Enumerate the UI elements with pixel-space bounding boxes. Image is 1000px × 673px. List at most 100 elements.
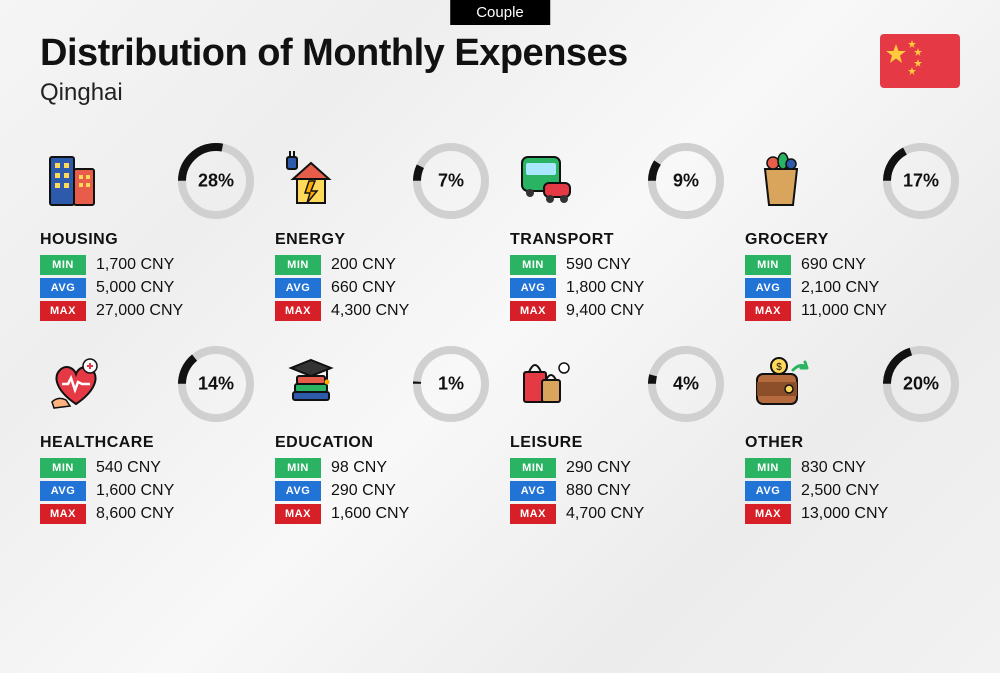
min-badge: MIN — [745, 255, 791, 275]
education-min-row: MIN 98 CNY — [275, 458, 490, 478]
avg-badge: AVG — [40, 481, 86, 501]
healthcare-name: HEALTHCARE — [40, 434, 255, 452]
housing-min-row: MIN 1,700 CNY — [40, 255, 255, 275]
other-name: OTHER — [745, 434, 960, 452]
leisure-max-row: MAX 4,700 CNY — [510, 504, 725, 524]
healthcare-max-row: MAX 8,600 CNY — [40, 504, 255, 524]
grocery-avg-value: 2,100 CNY — [801, 279, 879, 297]
housing-avg-value: 5,000 CNY — [96, 279, 174, 297]
header: Distribution of Monthly Expenses Qinghai — [0, 0, 1000, 117]
category-card-housing: 28% HOUSING MIN 1,700 CNY AVG 5,000 CNY … — [40, 141, 255, 324]
other-percent-donut: 20% — [882, 345, 960, 423]
energy-avg-value: 660 CNY — [331, 279, 396, 297]
transport-avg-value: 1,800 CNY — [566, 279, 644, 297]
max-badge: MAX — [510, 504, 556, 524]
leisure-max-value: 4,700 CNY — [566, 505, 644, 523]
max-badge: MAX — [275, 504, 321, 524]
grocery-avg-row: AVG 2,100 CNY — [745, 278, 960, 298]
housing-icon — [40, 145, 112, 217]
healthcare-min-row: MIN 540 CNY — [40, 458, 255, 478]
min-badge: MIN — [40, 255, 86, 275]
avg-badge: AVG — [745, 481, 791, 501]
category-card-grocery: 17% GROCERY MIN 690 CNY AVG 2,100 CNY MA… — [745, 141, 960, 324]
education-avg-row: AVG 290 CNY — [275, 481, 490, 501]
housing-percent-label: 28% — [198, 171, 234, 192]
transport-icon — [510, 145, 582, 217]
leisure-min-value: 290 CNY — [566, 459, 631, 477]
transport-percent-label: 9% — [673, 171, 699, 192]
education-max-row: MAX 1,600 CNY — [275, 504, 490, 524]
education-percent-label: 1% — [438, 374, 464, 395]
avg-badge: AVG — [40, 278, 86, 298]
grocery-max-row: MAX 11,000 CNY — [745, 301, 960, 321]
housing-max-value: 27,000 CNY — [96, 302, 183, 320]
grocery-name: GROCERY — [745, 231, 960, 249]
leisure-icon — [510, 348, 582, 420]
healthcare-percent-label: 14% — [198, 374, 234, 395]
other-min-value: 830 CNY — [801, 459, 866, 477]
grocery-min-value: 690 CNY — [801, 256, 866, 274]
category-card-healthcare: 14% HEALTHCARE MIN 540 CNY AVG 1,600 CNY… — [40, 344, 255, 527]
other-icon: $ — [745, 348, 817, 420]
category-grid: 28% HOUSING MIN 1,700 CNY AVG 5,000 CNY … — [0, 117, 1000, 527]
avg-badge: AVG — [510, 481, 556, 501]
healthcare-min-value: 540 CNY — [96, 459, 161, 477]
max-badge: MAX — [40, 301, 86, 321]
transport-min-row: MIN 590 CNY — [510, 255, 725, 275]
energy-icon — [275, 145, 347, 217]
grocery-min-row: MIN 690 CNY — [745, 255, 960, 275]
max-badge: MAX — [745, 504, 791, 524]
min-badge: MIN — [510, 458, 556, 478]
energy-percent-donut: 7% — [412, 142, 490, 220]
transport-max-value: 9,400 CNY — [566, 302, 644, 320]
housing-min-value: 1,700 CNY — [96, 256, 174, 274]
avg-badge: AVG — [275, 481, 321, 501]
healthcare-avg-value: 1,600 CNY — [96, 482, 174, 500]
other-min-row: MIN 830 CNY — [745, 458, 960, 478]
flag-icon — [880, 34, 960, 88]
transport-max-row: MAX 9,400 CNY — [510, 301, 725, 321]
energy-avg-row: AVG 660 CNY — [275, 278, 490, 298]
transport-avg-row: AVG 1,800 CNY — [510, 278, 725, 298]
min-badge: MIN — [275, 458, 321, 478]
category-card-energy: 7% ENERGY MIN 200 CNY AVG 660 CNY MAX 4,… — [275, 141, 490, 324]
category-card-education: 1% EDUCATION MIN 98 CNY AVG 290 CNY MAX … — [275, 344, 490, 527]
other-max-value: 13,000 CNY — [801, 505, 888, 523]
min-badge: MIN — [40, 458, 86, 478]
region-subtitle: Qinghai — [40, 79, 960, 107]
avg-badge: AVG — [275, 278, 321, 298]
min-badge: MIN — [510, 255, 556, 275]
housing-avg-row: AVG 5,000 CNY — [40, 278, 255, 298]
grocery-percent-label: 17% — [903, 171, 939, 192]
other-max-row: MAX 13,000 CNY — [745, 504, 960, 524]
category-card-other: $ 20% OTHER MIN 830 CNY AVG 2,500 CNY MA… — [745, 344, 960, 527]
leisure-percent-label: 4% — [673, 374, 699, 395]
other-percent-label: 20% — [903, 374, 939, 395]
avg-badge: AVG — [510, 278, 556, 298]
healthcare-icon — [40, 348, 112, 420]
education-max-value: 1,600 CNY — [331, 505, 409, 523]
other-avg-value: 2,500 CNY — [801, 482, 879, 500]
leisure-percent-donut: 4% — [647, 345, 725, 423]
category-card-transport: 9% TRANSPORT MIN 590 CNY AVG 1,800 CNY M… — [510, 141, 725, 324]
transport-percent-donut: 9% — [647, 142, 725, 220]
transport-min-value: 590 CNY — [566, 256, 631, 274]
leisure-name: LEISURE — [510, 434, 725, 452]
energy-min-row: MIN 200 CNY — [275, 255, 490, 275]
healthcare-max-value: 8,600 CNY — [96, 505, 174, 523]
grocery-icon — [745, 145, 817, 217]
category-card-leisure: 4% LEISURE MIN 290 CNY AVG 880 CNY MAX 4… — [510, 344, 725, 527]
max-badge: MAX — [40, 504, 86, 524]
healthcare-percent-donut: 14% — [177, 345, 255, 423]
housing-percent-donut: 28% — [177, 142, 255, 220]
energy-max-value: 4,300 CNY — [331, 302, 409, 320]
housing-name: HOUSING — [40, 231, 255, 249]
page-title: Distribution of Monthly Expenses — [40, 32, 960, 75]
education-icon — [275, 348, 347, 420]
grocery-percent-donut: 17% — [882, 142, 960, 220]
education-percent-donut: 1% — [412, 345, 490, 423]
leisure-avg-row: AVG 880 CNY — [510, 481, 725, 501]
education-name: EDUCATION — [275, 434, 490, 452]
energy-name: ENERGY — [275, 231, 490, 249]
max-badge: MAX — [275, 301, 321, 321]
